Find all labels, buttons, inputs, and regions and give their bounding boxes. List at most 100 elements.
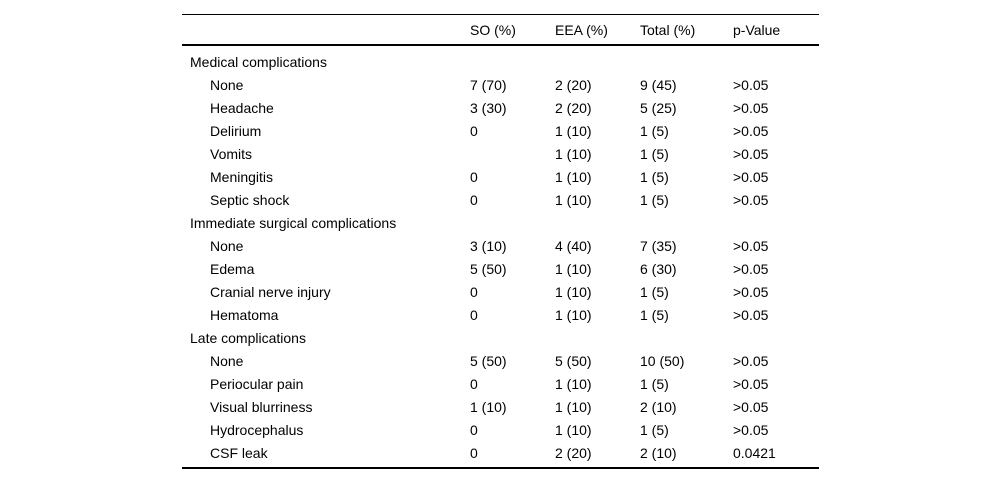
column-header-eea: EEA (%) bbox=[555, 14, 640, 46]
cell-pvalue: 0.0421 bbox=[733, 444, 776, 461]
cell-pvalue: >0.05 bbox=[733, 306, 769, 323]
complications-table: SO (%) EEA (%) Total (%) p-Value Medical… bbox=[182, 14, 819, 469]
cell-pvalue: >0.05 bbox=[733, 122, 769, 139]
cell-total: 7 (35) bbox=[640, 237, 677, 254]
cell-so: 5 (50) bbox=[470, 352, 507, 369]
cell-pvalue: >0.05 bbox=[733, 99, 769, 116]
table-row: Meningitis 0 1 (10) 1 (5) >0.05 bbox=[182, 165, 819, 188]
row-label: Cranial nerve injury bbox=[210, 283, 331, 300]
cell-eea: 1 (10) bbox=[555, 191, 592, 208]
cell-eea: 1 (10) bbox=[555, 260, 592, 277]
cell-eea: 1 (10) bbox=[555, 398, 592, 415]
table-row: None 7 (70) 2 (20) 9 (45) >0.05 bbox=[182, 73, 819, 96]
row-label: Delirium bbox=[210, 122, 262, 139]
cell-pvalue: >0.05 bbox=[733, 168, 769, 185]
cell-so: 0 bbox=[470, 375, 478, 392]
cell-total: 2 (10) bbox=[640, 398, 677, 415]
table-row: Edema 5 (50) 1 (10) 6 (30) >0.05 bbox=[182, 257, 819, 280]
column-header-total: Total (%) bbox=[640, 14, 733, 46]
cell-total: 1 (5) bbox=[640, 191, 669, 208]
section-title: Medical complications bbox=[190, 53, 327, 70]
cell-total: 1 (5) bbox=[640, 168, 669, 185]
cell-pvalue: >0.05 bbox=[733, 421, 769, 438]
cell-eea: 1 (10) bbox=[555, 168, 592, 185]
section-header-row: Late complications bbox=[182, 326, 819, 349]
cell-total: 1 (5) bbox=[640, 421, 669, 438]
cell-pvalue: >0.05 bbox=[733, 398, 769, 415]
row-label: CSF leak bbox=[210, 444, 268, 461]
row-label: Vomits bbox=[210, 145, 253, 162]
section-title: Late complications bbox=[190, 329, 306, 346]
cell-total: 6 (30) bbox=[640, 260, 677, 277]
cell-total: 10 (50) bbox=[640, 352, 685, 369]
row-label: Hematoma bbox=[210, 306, 279, 323]
cell-pvalue: >0.05 bbox=[733, 352, 769, 369]
cell-so: 0 bbox=[470, 168, 478, 185]
cell-eea: 5 (50) bbox=[555, 352, 592, 369]
cell-total: 2 (10) bbox=[640, 444, 677, 461]
cell-pvalue: >0.05 bbox=[733, 283, 769, 300]
cell-eea: 1 (10) bbox=[555, 306, 592, 323]
table-row: Delirium 0 1 (10) 1 (5) >0.05 bbox=[182, 119, 819, 142]
table-row: Vomits 1 (10) 1 (5) >0.05 bbox=[182, 142, 819, 165]
row-label: None bbox=[210, 352, 244, 369]
table-row: CSF leak 0 2 (20) 2 (10) 0.0421 bbox=[182, 441, 819, 468]
row-label: Edema bbox=[210, 260, 255, 277]
cell-so: 5 (50) bbox=[470, 260, 507, 277]
cell-so: 3 (10) bbox=[470, 237, 507, 254]
row-label: None bbox=[210, 237, 244, 254]
section-header-row: Immediate surgical complications bbox=[182, 211, 819, 234]
cell-eea: 1 (10) bbox=[555, 421, 592, 438]
table-row: Visual blurriness 1 (10) 1 (10) 2 (10) >0.05 bbox=[182, 395, 819, 418]
cell-eea: 1 (10) bbox=[555, 122, 592, 139]
cell-pvalue: >0.05 bbox=[733, 237, 769, 254]
table-row: Hematoma 0 1 (10) 1 (5) >0.05 bbox=[182, 303, 819, 326]
table-row: Cranial nerve injury 0 1 (10) 1 (5) >0.05 bbox=[182, 280, 819, 303]
table-row: None 3 (10) 4 (40) 7 (35) >0.05 bbox=[182, 234, 819, 257]
cell-total: 1 (5) bbox=[640, 145, 669, 162]
row-label: Meningitis bbox=[210, 168, 274, 185]
row-label: Visual blurriness bbox=[210, 398, 313, 415]
cell-pvalue: >0.05 bbox=[733, 76, 769, 93]
corner-cell bbox=[182, 14, 470, 46]
cell-so: 0 bbox=[470, 444, 478, 461]
cell-pvalue: >0.05 bbox=[733, 260, 769, 277]
row-label: Headache bbox=[210, 99, 274, 116]
column-header-so: SO (%) bbox=[470, 14, 555, 46]
data-table: SO (%) EEA (%) Total (%) p-Value Medical… bbox=[182, 14, 819, 469]
column-header-pvalue: p-Value bbox=[733, 14, 819, 46]
cell-pvalue: >0.05 bbox=[733, 191, 769, 208]
cell-so: 3 (30) bbox=[470, 99, 507, 116]
table-row: Headache 3 (30) 2 (20) 5 (25) >0.05 bbox=[182, 96, 819, 119]
table-row: Periocular pain 0 1 (10) 1 (5) >0.05 bbox=[182, 372, 819, 395]
table-row: Hydrocephalus 0 1 (10) 1 (5) >0.05 bbox=[182, 418, 819, 441]
row-label: Hydrocephalus bbox=[210, 421, 304, 438]
cell-so: 1 (10) bbox=[470, 398, 507, 415]
cell-eea: 1 (10) bbox=[555, 375, 592, 392]
cell-pvalue: >0.05 bbox=[733, 145, 769, 162]
cell-so: 0 bbox=[470, 421, 478, 438]
cell-total: 1 (5) bbox=[640, 306, 669, 323]
cell-so bbox=[470, 142, 555, 165]
cell-pvalue: >0.05 bbox=[733, 375, 769, 392]
row-label: Septic shock bbox=[210, 191, 290, 208]
cell-total: 9 (45) bbox=[640, 76, 677, 93]
cell-eea: 2 (20) bbox=[555, 444, 592, 461]
header-row: SO (%) EEA (%) Total (%) p-Value bbox=[182, 14, 819, 46]
cell-eea: 2 (20) bbox=[555, 99, 592, 116]
cell-so: 0 bbox=[470, 306, 478, 323]
cell-total: 1 (5) bbox=[640, 283, 669, 300]
cell-eea: 2 (20) bbox=[555, 76, 592, 93]
table-body: Medical complications None 7 (70) 2 (20) 9 (… bbox=[182, 45, 819, 468]
cell-eea: 4 (40) bbox=[555, 237, 592, 254]
table-row: Septic shock 0 1 (10) 1 (5) >0.05 bbox=[182, 188, 819, 211]
cell-eea: 1 (10) bbox=[555, 145, 592, 162]
table-row: None 5 (50) 5 (50) 10 (50) >0.05 bbox=[182, 349, 819, 372]
row-label: Periocular pain bbox=[210, 375, 304, 392]
cell-eea: 1 (10) bbox=[555, 283, 592, 300]
section-title: Immediate surgical complications bbox=[190, 214, 397, 231]
cell-so: 7 (70) bbox=[470, 76, 507, 93]
row-label: None bbox=[210, 76, 244, 93]
cell-total: 1 (5) bbox=[640, 122, 669, 139]
